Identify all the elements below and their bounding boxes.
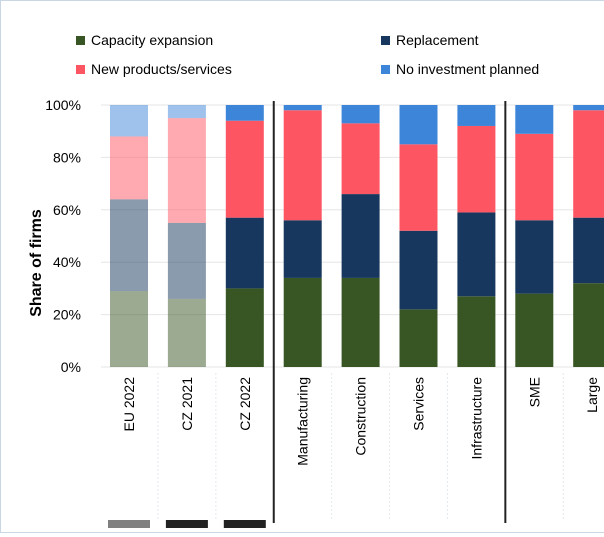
y-tick-label: 80% xyxy=(53,149,81,165)
bar-manufacturing-no-investment-planned xyxy=(283,105,322,111)
y-tick-label: 100% xyxy=(45,97,81,113)
bar-sme-new-products-services xyxy=(515,133,554,221)
legend-label-capacity-expansion: Capacity expansion xyxy=(91,32,213,48)
legend-swatch-no-investment-planned xyxy=(381,65,390,74)
bar-sme-capacity-expansion xyxy=(515,293,554,367)
y-tick-label: 60% xyxy=(53,202,81,218)
bar-cz-2021-replacement xyxy=(167,222,206,299)
x-tick-label-construction: Construction xyxy=(353,377,369,456)
x-tick-label-manufacturing: Manufacturing xyxy=(295,377,311,466)
x-tick-label-infrastructure: Infrastructure xyxy=(468,377,484,460)
y-tick-label: 0% xyxy=(61,359,81,375)
y-axis-title: Share of firms xyxy=(28,209,45,317)
x-axis: EU 2022 CZ 2021 CZ 2022 Manufacturing Constr… xyxy=(121,377,600,466)
bar-sme-replacement xyxy=(515,220,554,294)
bar-services-replacement xyxy=(399,230,438,310)
bar-eu-2022-no-investment-planned xyxy=(110,105,148,137)
group-separators xyxy=(272,101,507,523)
bottom-marker-cz-2022 xyxy=(223,520,266,528)
legend: Capacity expansion Replacement New product… xyxy=(76,32,539,77)
x-tick-label-eu-2022: EU 2022 xyxy=(121,377,137,432)
bar-cz-2021-no-investment-planned xyxy=(167,105,206,119)
bar-infrastructure-new-products-services xyxy=(457,125,496,213)
bar-infrastructure-replacement xyxy=(457,212,496,297)
bar-cz-2022-no-investment-planned xyxy=(225,105,264,121)
legend-swatch-new-products-services xyxy=(76,65,85,74)
legend-label-replacement: Replacement xyxy=(396,32,479,48)
y-tick-label: 20% xyxy=(53,307,81,323)
bar-infrastructure-capacity-expansion xyxy=(457,296,496,367)
bar-large-replacement xyxy=(573,217,604,284)
bar-sme-no-investment-planned xyxy=(515,105,554,134)
x-tick-label-services: Services xyxy=(411,377,427,431)
bar-eu-2022-replacement xyxy=(110,199,148,292)
bar-services-no-investment-planned xyxy=(399,105,438,145)
legend-swatch-replacement xyxy=(381,36,390,45)
bar-manufacturing-capacity-expansion xyxy=(283,277,322,367)
legend-label-new-products-services: New products/services xyxy=(91,61,232,77)
bar-cz-2021-new-products-services xyxy=(167,118,206,223)
bar-infrastructure-no-investment-planned xyxy=(457,105,496,126)
y-tick-label: 40% xyxy=(53,254,81,270)
bar-eu-2022-capacity-expansion xyxy=(110,291,148,367)
bar-construction-capacity-expansion xyxy=(341,277,380,367)
bar-manufacturing-replacement xyxy=(283,220,322,278)
bar-construction-new-products-services xyxy=(341,123,380,195)
x-tick-label-cz-2021: CZ 2021 xyxy=(179,377,195,431)
bottom-markers xyxy=(108,520,266,528)
bar-cz-2022-new-products-services xyxy=(225,120,264,218)
bar-construction-replacement xyxy=(341,194,380,278)
bar-eu-2022-new-products-services xyxy=(110,136,148,200)
bar-cz-2021-capacity-expansion xyxy=(167,298,206,367)
x-tick-label-sme: SME xyxy=(526,377,542,407)
bar-cz-2022-replacement xyxy=(225,217,264,289)
bar-services-new-products-services xyxy=(399,144,438,231)
legend-swatch-capacity-expansion xyxy=(76,36,85,45)
bar-manufacturing-new-products-services xyxy=(283,110,322,221)
bar-services-capacity-expansion xyxy=(399,309,438,367)
bar-construction-no-investment-planned xyxy=(341,105,380,124)
x-tick-label-large: Large xyxy=(584,377,600,413)
bottom-marker-eu-2022 xyxy=(108,520,150,528)
x-tick-label-cz-2022: CZ 2022 xyxy=(237,377,253,431)
bar-large-new-products-services xyxy=(573,110,604,218)
bottom-marker-cz-2021 xyxy=(165,520,208,528)
bar-large-no-investment-planned xyxy=(573,105,604,111)
bar-cz-2022-capacity-expansion xyxy=(225,288,264,367)
bar-large-capacity-expansion xyxy=(573,283,604,367)
bars xyxy=(110,105,604,521)
y-axis: 0% 20% 40% 60% 80% 100% xyxy=(45,97,81,375)
legend-label-no-investment-planned: No investment planned xyxy=(396,61,539,77)
